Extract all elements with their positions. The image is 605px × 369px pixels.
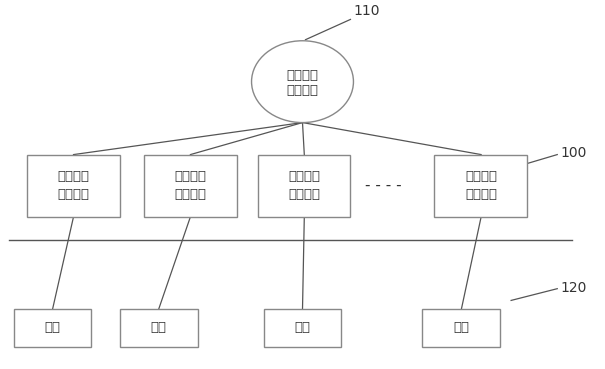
- Text: 管理系统: 管理系统: [287, 84, 318, 97]
- Text: 110: 110: [353, 4, 380, 18]
- Text: 发电系统: 发电系统: [57, 188, 90, 201]
- FancyBboxPatch shape: [422, 309, 500, 346]
- FancyBboxPatch shape: [258, 155, 350, 217]
- Text: 负载: 负载: [45, 321, 60, 334]
- Text: 负载: 负载: [295, 321, 310, 334]
- Text: 发电系统: 发电系统: [289, 188, 320, 201]
- Text: 独立光伏: 独立光伏: [289, 170, 320, 183]
- FancyBboxPatch shape: [27, 155, 120, 217]
- Text: 独立光伏: 独立光伏: [465, 170, 497, 183]
- Text: 120: 120: [560, 281, 587, 295]
- Text: 100: 100: [560, 146, 587, 160]
- Text: - - - -: - - - -: [365, 178, 402, 193]
- Text: 负载: 负载: [453, 321, 469, 334]
- FancyBboxPatch shape: [143, 155, 237, 217]
- Ellipse shape: [252, 41, 353, 123]
- FancyBboxPatch shape: [264, 309, 341, 346]
- FancyBboxPatch shape: [120, 309, 198, 346]
- Text: 发电系统: 发电系统: [174, 188, 206, 201]
- Text: 发电系统: 发电系统: [465, 188, 497, 201]
- Text: 独立光伏: 独立光伏: [57, 170, 90, 183]
- Text: 独立光伏: 独立光伏: [174, 170, 206, 183]
- Text: 负载: 负载: [151, 321, 166, 334]
- FancyBboxPatch shape: [434, 155, 528, 217]
- Text: 电能互动: 电能互动: [287, 69, 318, 82]
- FancyBboxPatch shape: [13, 309, 91, 346]
